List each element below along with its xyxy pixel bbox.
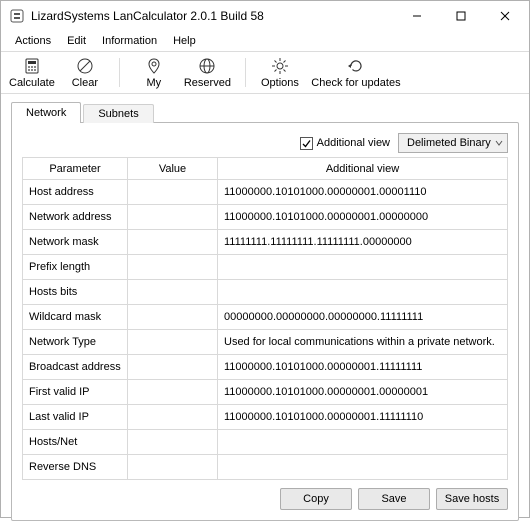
cell-additional [218, 255, 508, 280]
cell-value [128, 455, 218, 480]
content-area: Network Subnets Additional view Delimete… [1, 94, 529, 531]
save-button[interactable]: Save [358, 488, 430, 510]
table-header-row: Parameter Value Additional view [23, 158, 508, 180]
view-format-select[interactable]: Delimeted Binary [398, 133, 508, 153]
additional-view-checkbox[interactable]: Additional view [300, 137, 390, 150]
table-row: Hosts bits [23, 280, 508, 305]
window-title: LizardSystems LanCalculator 2.0.1 Build … [31, 9, 264, 23]
cell-additional: 11000000.10101000.00000001.00000000 [218, 205, 508, 230]
cell-value [128, 205, 218, 230]
cell-value [128, 380, 218, 405]
cell-parameter: Network Type [23, 330, 128, 355]
cell-additional: 11000000.10101000.00000001.11111110 [218, 405, 508, 430]
cell-value [128, 355, 218, 380]
checkbox-box [300, 137, 313, 150]
menu-edit[interactable]: Edit [59, 33, 94, 49]
gear-icon [270, 56, 290, 76]
copy-button[interactable]: Copy [280, 488, 352, 510]
menu-help[interactable]: Help [165, 33, 204, 49]
table-row: Wildcard mask 00000000.00000000.00000000.… [23, 305, 508, 330]
view-format-value: Delimeted Binary [407, 137, 491, 149]
cell-parameter: Broadcast address [23, 355, 128, 380]
cell-value [128, 305, 218, 330]
tab-network[interactable]: Network [11, 102, 81, 123]
save-hosts-button[interactable]: Save hosts [436, 488, 508, 510]
table-row: Host address 11000000.10101000.00000001.0… [23, 180, 508, 205]
cell-additional: Used for local communications within a p… [218, 330, 508, 355]
cell-value [128, 180, 218, 205]
cell-value [128, 405, 218, 430]
cell-additional: 11000000.10101000.00000001.11111111 [218, 355, 508, 380]
button-row: Copy Save Save hosts [22, 488, 508, 510]
options-button[interactable]: Options [260, 56, 300, 89]
location-icon [144, 56, 164, 76]
table-row: Last valid IP 11000000.10101000.00000001.… [23, 405, 508, 430]
tab-strip: Network Subnets [11, 102, 519, 123]
header-parameter: Parameter [23, 158, 128, 180]
table-row: Prefix length [23, 255, 508, 280]
clear-label: Clear [72, 77, 98, 89]
cell-parameter: Wildcard mask [23, 305, 128, 330]
additional-view-label: Additional view [317, 137, 390, 149]
app-icon [9, 8, 25, 24]
cell-additional [218, 455, 508, 480]
cell-parameter: Hosts/Net [23, 430, 128, 455]
cell-parameter: Last valid IP [23, 405, 128, 430]
cell-parameter: Hosts bits [23, 280, 128, 305]
cell-additional: 11000000.10101000.00000001.00001110 [218, 180, 508, 205]
reserved-label: Reserved [184, 77, 231, 89]
chevron-down-icon [495, 139, 503, 147]
check-updates-label: Check for updates [311, 77, 400, 89]
tab-panel-network: Additional view Delimeted Binary Paramet… [11, 122, 519, 521]
cell-value [128, 230, 218, 255]
cell-additional: 11111111.11111111.11111111.00000000 [218, 230, 508, 255]
options-label: Options [261, 77, 299, 89]
close-button[interactable] [483, 1, 527, 31]
check-updates-button[interactable]: Check for updates [310, 56, 402, 89]
reserved-button[interactable]: Reserved [184, 56, 231, 89]
cell-parameter: Network address [23, 205, 128, 230]
my-button[interactable]: My [134, 56, 174, 89]
cell-value [128, 255, 218, 280]
title-bar: LizardSystems LanCalculator 2.0.1 Build … [1, 1, 529, 31]
minimize-button[interactable] [395, 1, 439, 31]
cell-parameter: Prefix length [23, 255, 128, 280]
clear-icon [75, 56, 95, 76]
refresh-icon [346, 56, 366, 76]
table-row: Network mask 11111111.11111111.11111111.0… [23, 230, 508, 255]
table-row: Hosts/Net [23, 430, 508, 455]
header-additional: Additional view [218, 158, 508, 180]
table-row: First valid IP 11000000.10101000.00000001… [23, 380, 508, 405]
cell-parameter: First valid IP [23, 380, 128, 405]
cell-value [128, 280, 218, 305]
options-row: Additional view Delimeted Binary [22, 133, 508, 153]
globe-icon [197, 56, 217, 76]
menu-information[interactable]: Information [94, 33, 165, 49]
cell-value [128, 430, 218, 455]
cell-value [128, 330, 218, 355]
my-label: My [147, 77, 162, 89]
cell-additional: 11000000.10101000.00000001.00000001 [218, 380, 508, 405]
calculate-label: Calculate [9, 77, 55, 89]
clear-button[interactable]: Clear [65, 56, 105, 89]
cell-parameter: Network mask [23, 230, 128, 255]
menu-actions[interactable]: Actions [7, 33, 59, 49]
table-row: Reverse DNS [23, 455, 508, 480]
cell-additional: 00000000.00000000.00000000.11111111 [218, 305, 508, 330]
menu-bar: Actions Edit Information Help [1, 31, 529, 51]
tab-subnets[interactable]: Subnets [83, 104, 153, 123]
table-row: Network Type Used for local communication… [23, 330, 508, 355]
toolbar: Calculate Clear My Reserved [1, 51, 529, 94]
cell-additional [218, 430, 508, 455]
table-row: Broadcast address 11000000.10101000.00000… [23, 355, 508, 380]
cell-parameter: Reverse DNS [23, 455, 128, 480]
maximize-button[interactable] [439, 1, 483, 31]
calculator-icon [22, 56, 42, 76]
calculate-button[interactable]: Calculate [9, 56, 55, 89]
header-value: Value [128, 158, 218, 180]
results-table: Parameter Value Additional view Host add… [22, 157, 508, 480]
cell-additional [218, 280, 508, 305]
table-row: Network address 11000000.10101000.0000000… [23, 205, 508, 230]
cell-parameter: Host address [23, 180, 128, 205]
